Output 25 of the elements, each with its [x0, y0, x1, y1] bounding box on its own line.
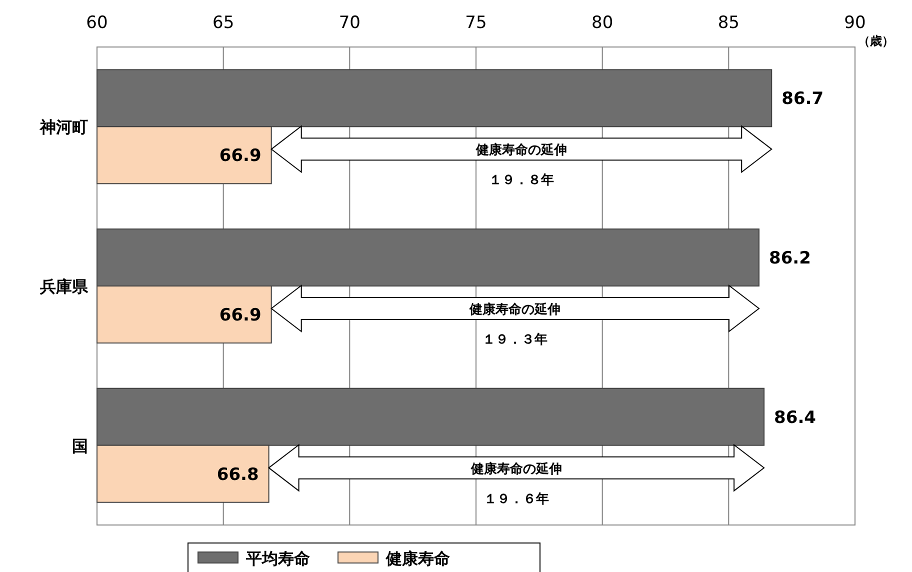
x-tick-label: 85 — [718, 13, 740, 33]
annotation: １９．６年 — [484, 492, 549, 507]
annotation: 健康寿命の延伸 — [470, 460, 562, 477]
data-label: 86.2 — [768, 248, 811, 268]
x-tick-label: 65 — [212, 13, 234, 33]
annotation: 健康寿命の延伸 — [474, 142, 567, 158]
y-tick-label: 兵庫県 — [39, 277, 89, 296]
x-tick-label: 70 — [338, 13, 360, 33]
annotation: １９．８年 — [488, 173, 554, 188]
x-axis-title: （歳） — [858, 34, 894, 48]
data-label: 66.8 — [216, 464, 259, 485]
x-tick-label: 75 — [465, 13, 487, 33]
data-label: 66.9 — [219, 146, 262, 166]
data-label: 86.4 — [774, 408, 816, 428]
annotation: 健康寿命の延伸 — [468, 302, 561, 318]
legend-label: 平均寿命 — [245, 549, 310, 568]
data-label: 66.9 — [219, 306, 262, 326]
legend-label: 健康寿命 — [385, 549, 450, 568]
data-label: 86.7 — [782, 89, 824, 110]
x-tick-label: 60 — [86, 13, 108, 33]
x-tick-label: 80 — [592, 13, 614, 33]
annotation: １９．３年 — [482, 332, 548, 348]
y-tick-label: 国 — [72, 436, 88, 456]
x-tick-label: 90 — [844, 13, 866, 33]
y-tick-label: 神河町 — [39, 118, 88, 137]
